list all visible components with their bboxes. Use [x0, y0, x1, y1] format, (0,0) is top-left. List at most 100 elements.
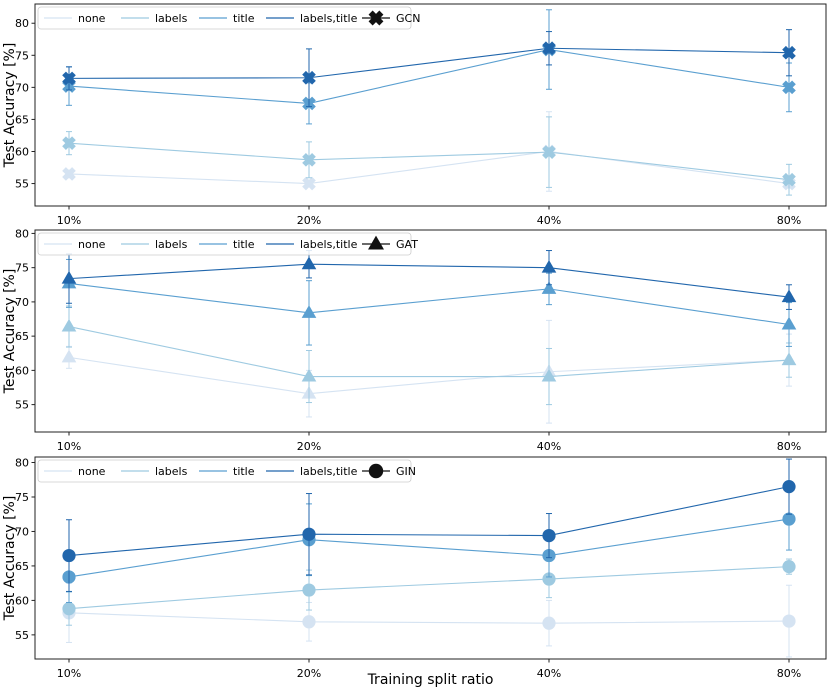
series-line	[68, 486, 790, 557]
y-tick-label: 75	[15, 49, 29, 62]
data-point	[542, 616, 556, 630]
series-none-gcn	[62, 111, 796, 192]
series-labels-title-gin	[62, 458, 796, 592]
series-labels-gin	[62, 558, 796, 626]
series-labels-gat	[61, 305, 797, 406]
data-point	[302, 176, 316, 191]
legend-label: title	[233, 238, 255, 251]
legend-marker-circle-icon	[368, 463, 384, 479]
data-point	[542, 572, 556, 586]
data-point	[542, 528, 556, 543]
data-point	[782, 480, 796, 494]
x-tick-label: 20%	[297, 214, 321, 227]
series-labels-gcn	[62, 116, 796, 196]
legend-label: none	[78, 238, 106, 251]
data-point	[62, 548, 76, 563]
axes-frame-gin	[34, 456, 827, 660]
legend-item-labels-title: labels,title	[266, 238, 358, 251]
axes-frame-gat	[34, 229, 827, 433]
data-point	[782, 80, 796, 95]
data-point	[301, 305, 317, 318]
data-point	[541, 259, 557, 273]
legend-item-title: title	[199, 238, 255, 251]
y-tick-label: 65	[15, 113, 29, 126]
series-line	[68, 47, 790, 79]
legend-gcn: none labels title labels,title GCN	[37, 6, 420, 30]
data-point	[61, 318, 77, 332]
x-tick-label: 40%	[537, 667, 561, 680]
data-point	[302, 153, 316, 167]
y-tick-label: 75	[15, 491, 29, 504]
legend-item-none: none	[44, 238, 106, 251]
data-point	[782, 512, 796, 526]
series-line	[68, 356, 790, 395]
legend-label: GAT	[396, 238, 418, 251]
series-line	[68, 326, 790, 378]
x-tick-label: 80%	[777, 667, 801, 680]
legend-label: labels	[155, 12, 188, 25]
x-tick-label: 40%	[537, 214, 561, 227]
data-point	[61, 270, 77, 284]
data-point	[782, 45, 796, 60]
legend-label: none	[78, 465, 106, 478]
y-tick-label: 70	[15, 525, 29, 538]
series-line	[68, 150, 790, 185]
data-point	[541, 281, 557, 294]
series-line	[68, 48, 790, 104]
legend-item-labels-title: labels,title	[266, 465, 358, 478]
y-tick-label: 65	[15, 330, 29, 343]
data-point	[782, 560, 796, 574]
y-tick-label: 55	[15, 399, 29, 412]
x-axis-label: Training split ratio	[367, 672, 494, 688]
series-line	[68, 612, 790, 624]
y-tick-label: 60	[15, 145, 29, 158]
x-tick-label: 20%	[297, 440, 321, 453]
data-point	[781, 316, 797, 330]
series-labels-title-gcn	[62, 29, 796, 108]
x-tick-label: 10%	[57, 214, 81, 227]
y-tick-label: 70	[15, 296, 29, 309]
legend-label: labels	[155, 465, 188, 478]
series-none-gat	[61, 319, 797, 424]
legend-item-gcn: GCN	[362, 10, 420, 26]
y-tick-label: 55	[15, 178, 29, 191]
series-line	[68, 282, 790, 326]
y-axis-label-gat: Test Accuracy [%]	[2, 269, 18, 395]
data-point	[302, 527, 316, 541]
legend-item-labels: labels	[121, 238, 188, 251]
y-tick-label: 70	[15, 81, 29, 94]
data-point	[62, 167, 76, 181]
series-line	[68, 518, 790, 578]
y-tick-label: 55	[15, 629, 29, 642]
data-point	[302, 583, 316, 597]
x-tick-label: 80%	[777, 440, 801, 453]
legend-gat: none labels title labels,title GAT	[37, 232, 418, 256]
legend-item-gin: GIN	[362, 463, 416, 479]
data-point	[781, 289, 797, 303]
series-line	[68, 263, 790, 298]
y-tick-label: 60	[15, 594, 29, 607]
data-point	[781, 352, 797, 366]
data-point	[62, 602, 76, 616]
legend-item-none: none	[44, 465, 106, 478]
y-tick-label: 80	[15, 17, 29, 30]
data-point	[302, 70, 316, 85]
series-none-gin	[62, 582, 796, 658]
x-tick-label: 40%	[537, 440, 561, 453]
y-tick-label: 80	[15, 457, 29, 470]
legend-label: labels	[155, 238, 188, 251]
data-point	[782, 172, 796, 187]
y-axis-label-gin: Test Accuracy [%]	[2, 496, 18, 622]
series-line	[68, 566, 790, 610]
legend-label: GCN	[396, 12, 420, 25]
data-point	[61, 349, 77, 363]
series-labels-title-gat	[61, 250, 797, 310]
legend-label: GIN	[396, 465, 416, 478]
panel-gin: 55 60 65 70 75 80 10% 20% 40% 80% Test Accuracy [%…	[2, 456, 827, 688]
series-title-gin	[62, 487, 796, 603]
legend-label: labels,title	[300, 12, 358, 25]
data-point	[62, 71, 76, 86]
legend-item-gat: GAT	[362, 235, 418, 251]
axes-frame-gcn	[34, 3, 827, 207]
